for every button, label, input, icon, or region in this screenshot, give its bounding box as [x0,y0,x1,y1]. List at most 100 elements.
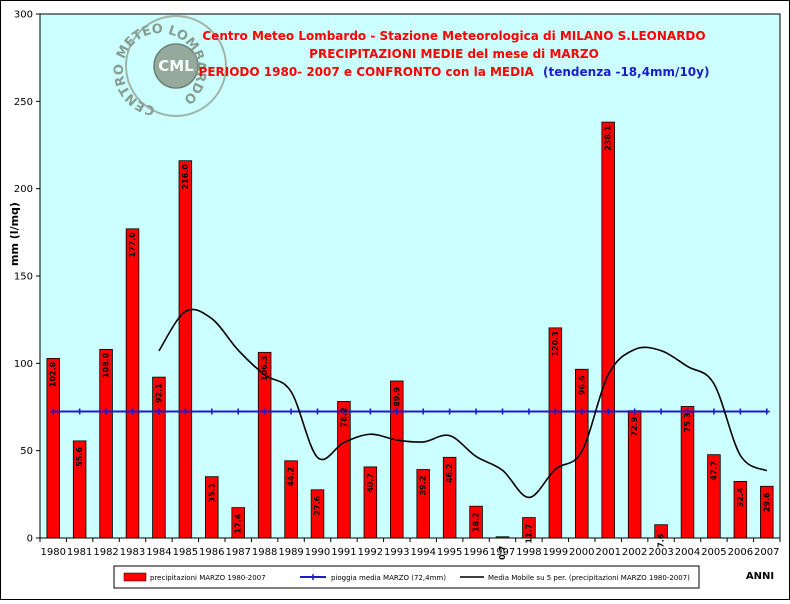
bar-data-label: 96.6 [577,375,586,395]
bar [46,358,60,539]
mean-point [473,408,480,415]
bar [231,507,245,539]
mean-point [367,408,374,415]
mean-point [261,408,268,415]
bar-data-labels: 102.8 55.6 108.0 177.0 92.1 216.0 35.1 17.4 106.… [49,125,772,560]
bar-data-label: 92.1 [154,383,163,403]
bar [257,351,272,539]
bar-data-label: 55.6 [75,447,84,467]
legend-swatch-bars [123,572,147,582]
mean-point [446,408,453,415]
x-tick-label: 1985 [173,547,198,558]
bar-data-label: 29.6 [762,492,771,512]
bar-data-label: 108.0 [102,352,111,378]
chart-title-line-3: PERIODO 1980- 2007 e CONFRONTO con la ME… [199,65,710,79]
bar-data-label: 120.3 [551,331,560,356]
x-tick-label: 1988 [252,547,277,558]
mean-point [340,408,347,415]
y-axis-ticks: 0 50 100 150 200 250 300 [14,10,40,545]
legend-marker-mean: ✚ [310,573,317,582]
moving-average-series [158,308,768,499]
bar-data-label: 27.6 [313,495,322,515]
bar-data-label: 78.2 [339,408,348,428]
bar [72,440,87,539]
bar-data-label: 72.9 [630,416,639,436]
mean-point [525,408,532,415]
mean-point [499,408,506,415]
bar-data-label: 32.4 [736,487,745,507]
legend-label-bars: precipitazioni MARZO 1980-2007 [150,574,266,582]
bar-series [46,121,774,539]
x-axis-label: ANNI [746,571,774,582]
bar-data-label: 75.3 [683,413,692,433]
y-tick-label: 250 [14,97,33,108]
bar [363,466,378,539]
bar-data-label: 216.0 [181,164,190,190]
bar-data-label: 47.7 [709,461,718,481]
plot-area [39,13,781,539]
bar-data-label: 46.2 [445,463,454,483]
y-tick-label: 50 [20,446,33,457]
x-tick-label: 1991 [331,547,356,558]
x-tick-label: 2003 [648,547,673,558]
mean-point [393,408,400,415]
bar [522,517,536,539]
y-axis-label: mm (l/mq) [8,202,21,266]
legend-label-moving-average: Media Mobile su 5 per. (precipitazioni M… [488,574,690,582]
bar [760,485,774,539]
x-tick-label: 2006 [728,547,753,558]
x-tick-label: 2007 [754,547,779,558]
bar-data-label: 102.8 [49,361,58,387]
logo-center-disc [153,43,199,89]
bar [125,228,140,539]
mean-point [235,408,242,415]
chart-title-period: PERIODO 1980- 2007 e CONFRONTO con la ME… [199,65,535,79]
mean-point [737,408,744,415]
bar [654,524,668,539]
y-tick-label: 300 [14,10,33,21]
bar [310,489,325,539]
bar-data-label: 177.0 [128,232,137,258]
x-tick-label: 1992 [358,547,383,558]
bar [205,476,219,539]
mean-point [208,408,215,415]
bar [442,456,457,539]
x-tick-label: 1990 [305,547,330,558]
mean-point [658,408,665,415]
logo-center-text: CML [158,57,194,75]
bar [99,348,113,539]
bar-data-label: 40.7 [366,473,375,493]
x-tick-label: 1999 [543,547,568,558]
moving-average-line [158,308,768,499]
mean-point [182,408,189,415]
bar [337,401,351,539]
bar [390,380,404,539]
x-tick-label: 1998 [516,547,541,558]
x-tick-label: 1982 [93,547,118,558]
x-tick-label: 1981 [67,547,92,558]
mean-point [552,408,559,415]
x-tick-label: 1994 [410,547,435,558]
mean-point [605,408,612,415]
bar [733,481,748,539]
logo-ring [125,15,227,117]
x-tick-label: 1995 [437,547,462,558]
x-tick-label: 2001 [595,547,620,558]
x-axis-ticks: 1980 1981 1982 1983 1984 1985 1986 1987 1988 1989… [39,538,781,558]
x-tick-label: 1989 [278,547,303,558]
bar [601,121,615,539]
bar-data-label: 18.2 [472,512,481,532]
bar-data-label: 0.7 [498,546,507,560]
bar-data-label: 17.4 [234,513,243,533]
bar-data-label: 35.1 [207,482,216,502]
mean-point [288,408,295,415]
mean-point [76,408,83,415]
mean-point [103,408,110,415]
mean-point [129,408,136,415]
mean-point [763,408,770,415]
bar [178,160,193,539]
x-tick-label: 1997 [490,547,515,558]
x-tick-label: 2004 [675,547,700,558]
y-tick-label: 100 [14,359,33,370]
chart-title-line-1: Centro Meteo Lombardo - Stazione Meteoro… [202,29,705,43]
